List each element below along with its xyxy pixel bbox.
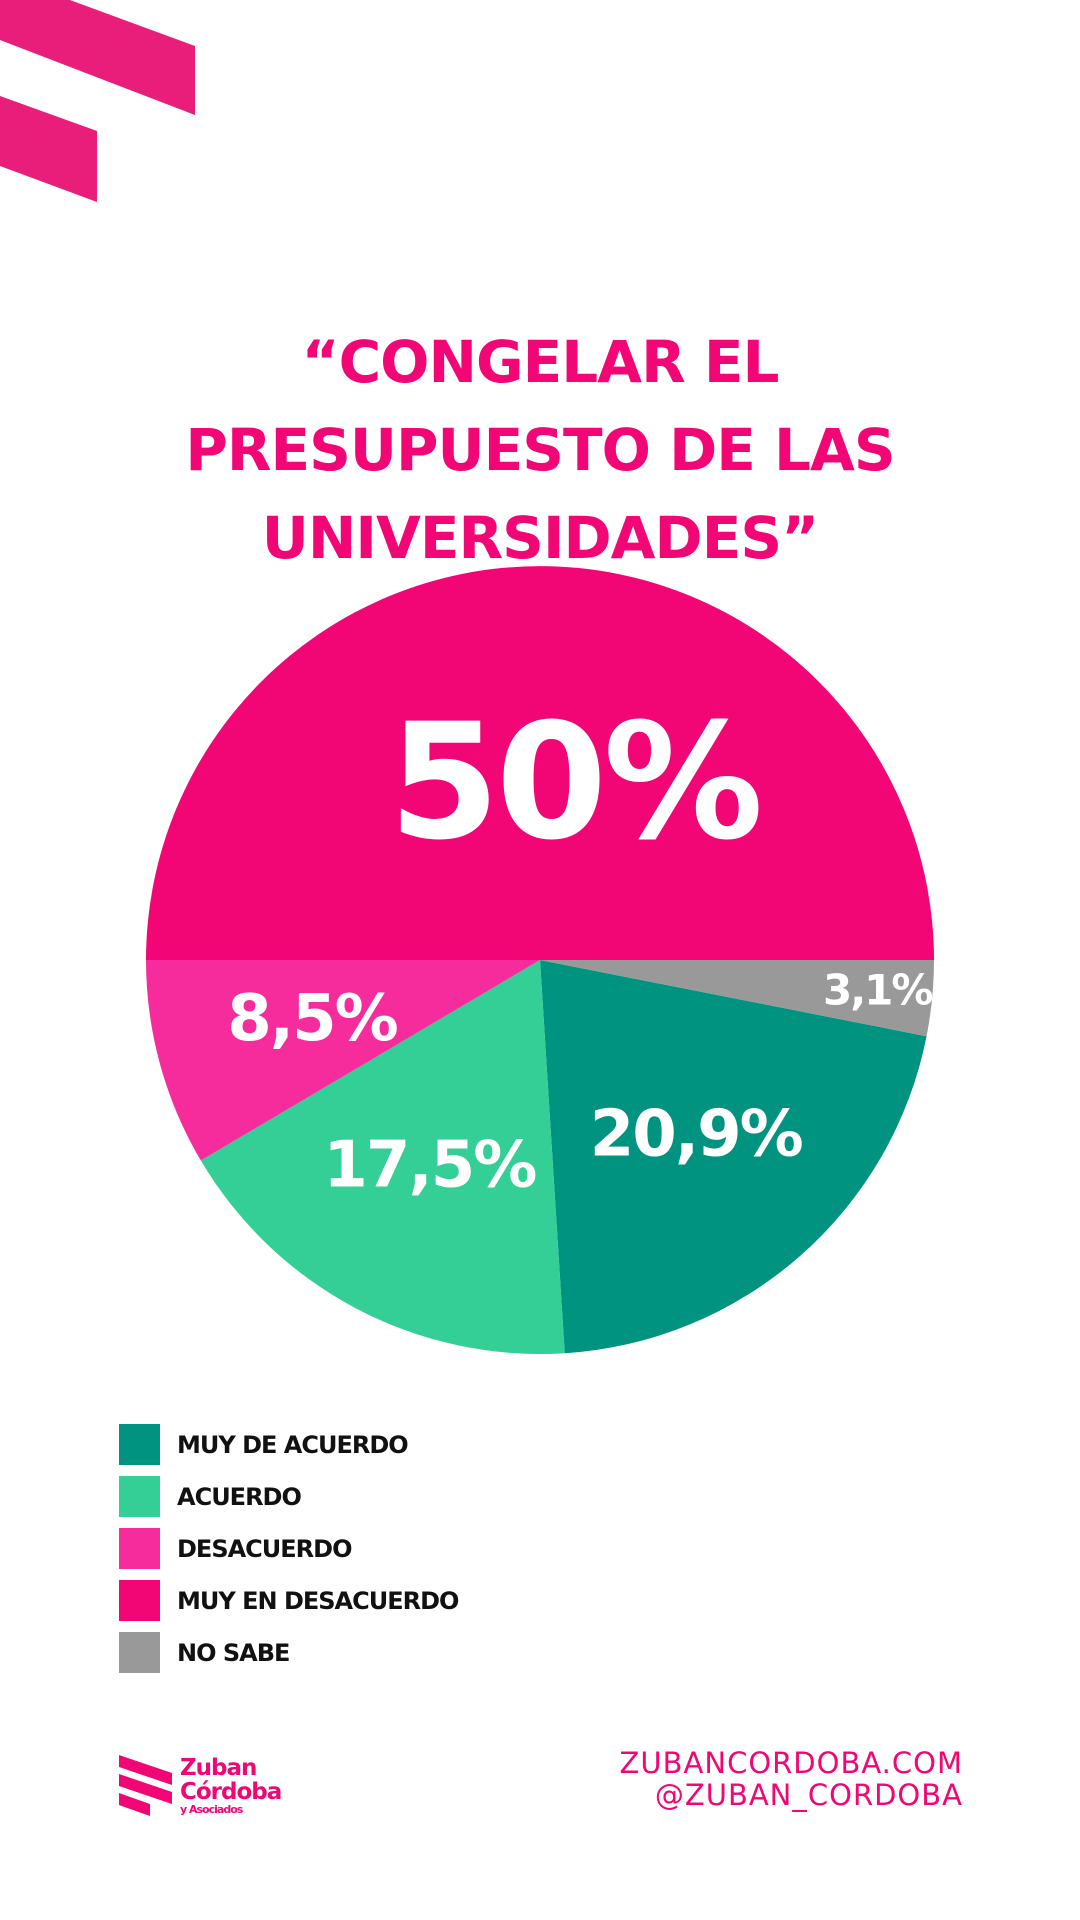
legend-swatch [119, 1580, 160, 1621]
logo-text: Córdoba [180, 1779, 282, 1805]
legend-label: MUY DE ACUERDO [177, 1431, 408, 1459]
data-label: 8,5% [227, 982, 397, 1056]
slice [200, 960, 565, 1354]
twitter: @ZUBAN_CORDOBA [654, 1778, 963, 1812]
logo-text: y Asociados [180, 1803, 243, 1816]
data-label: 3,1% [823, 965, 932, 1014]
slice [146, 566, 934, 960]
chart-title: “CONGELAR EL PRESUPUESTO DE LAS UNIVERSI… [185, 328, 895, 572]
data-label: 17,5% [323, 1129, 536, 1203]
legend-label: NO SABE [177, 1639, 289, 1667]
data-label: 50% [389, 688, 760, 875]
logo-text: Zuban [180, 1755, 257, 1781]
slice [540, 960, 934, 1037]
legend-swatch [119, 1528, 160, 1569]
logo: Zuban Córdoba y Asociados [180, 1755, 282, 1816]
logo-icon [119, 1755, 172, 1816]
legend-swatch [119, 1632, 160, 1673]
legend: MUY DE ACUERDO ACUERDO DESACUERDO MUY EN DE… [119, 1424, 460, 1673]
slice [146, 960, 540, 1161]
pie: 20,9% 17,5% 8,5% 50% 3,1% [146, 566, 934, 1354]
decor [0, 96, 97, 202]
website: ZUBANCORDOBA.COM [619, 1746, 963, 1780]
legend-label: DESACUERDO [177, 1535, 352, 1563]
data-label: 20,9% [590, 1097, 803, 1171]
slice [540, 960, 927, 1354]
decor [0, 0, 195, 115]
legend-swatch [119, 1424, 160, 1465]
legend-swatch [119, 1476, 160, 1517]
legend-label: MUY EN DESACUERDO [177, 1587, 459, 1615]
legend-label: ACUERDO [177, 1483, 301, 1511]
